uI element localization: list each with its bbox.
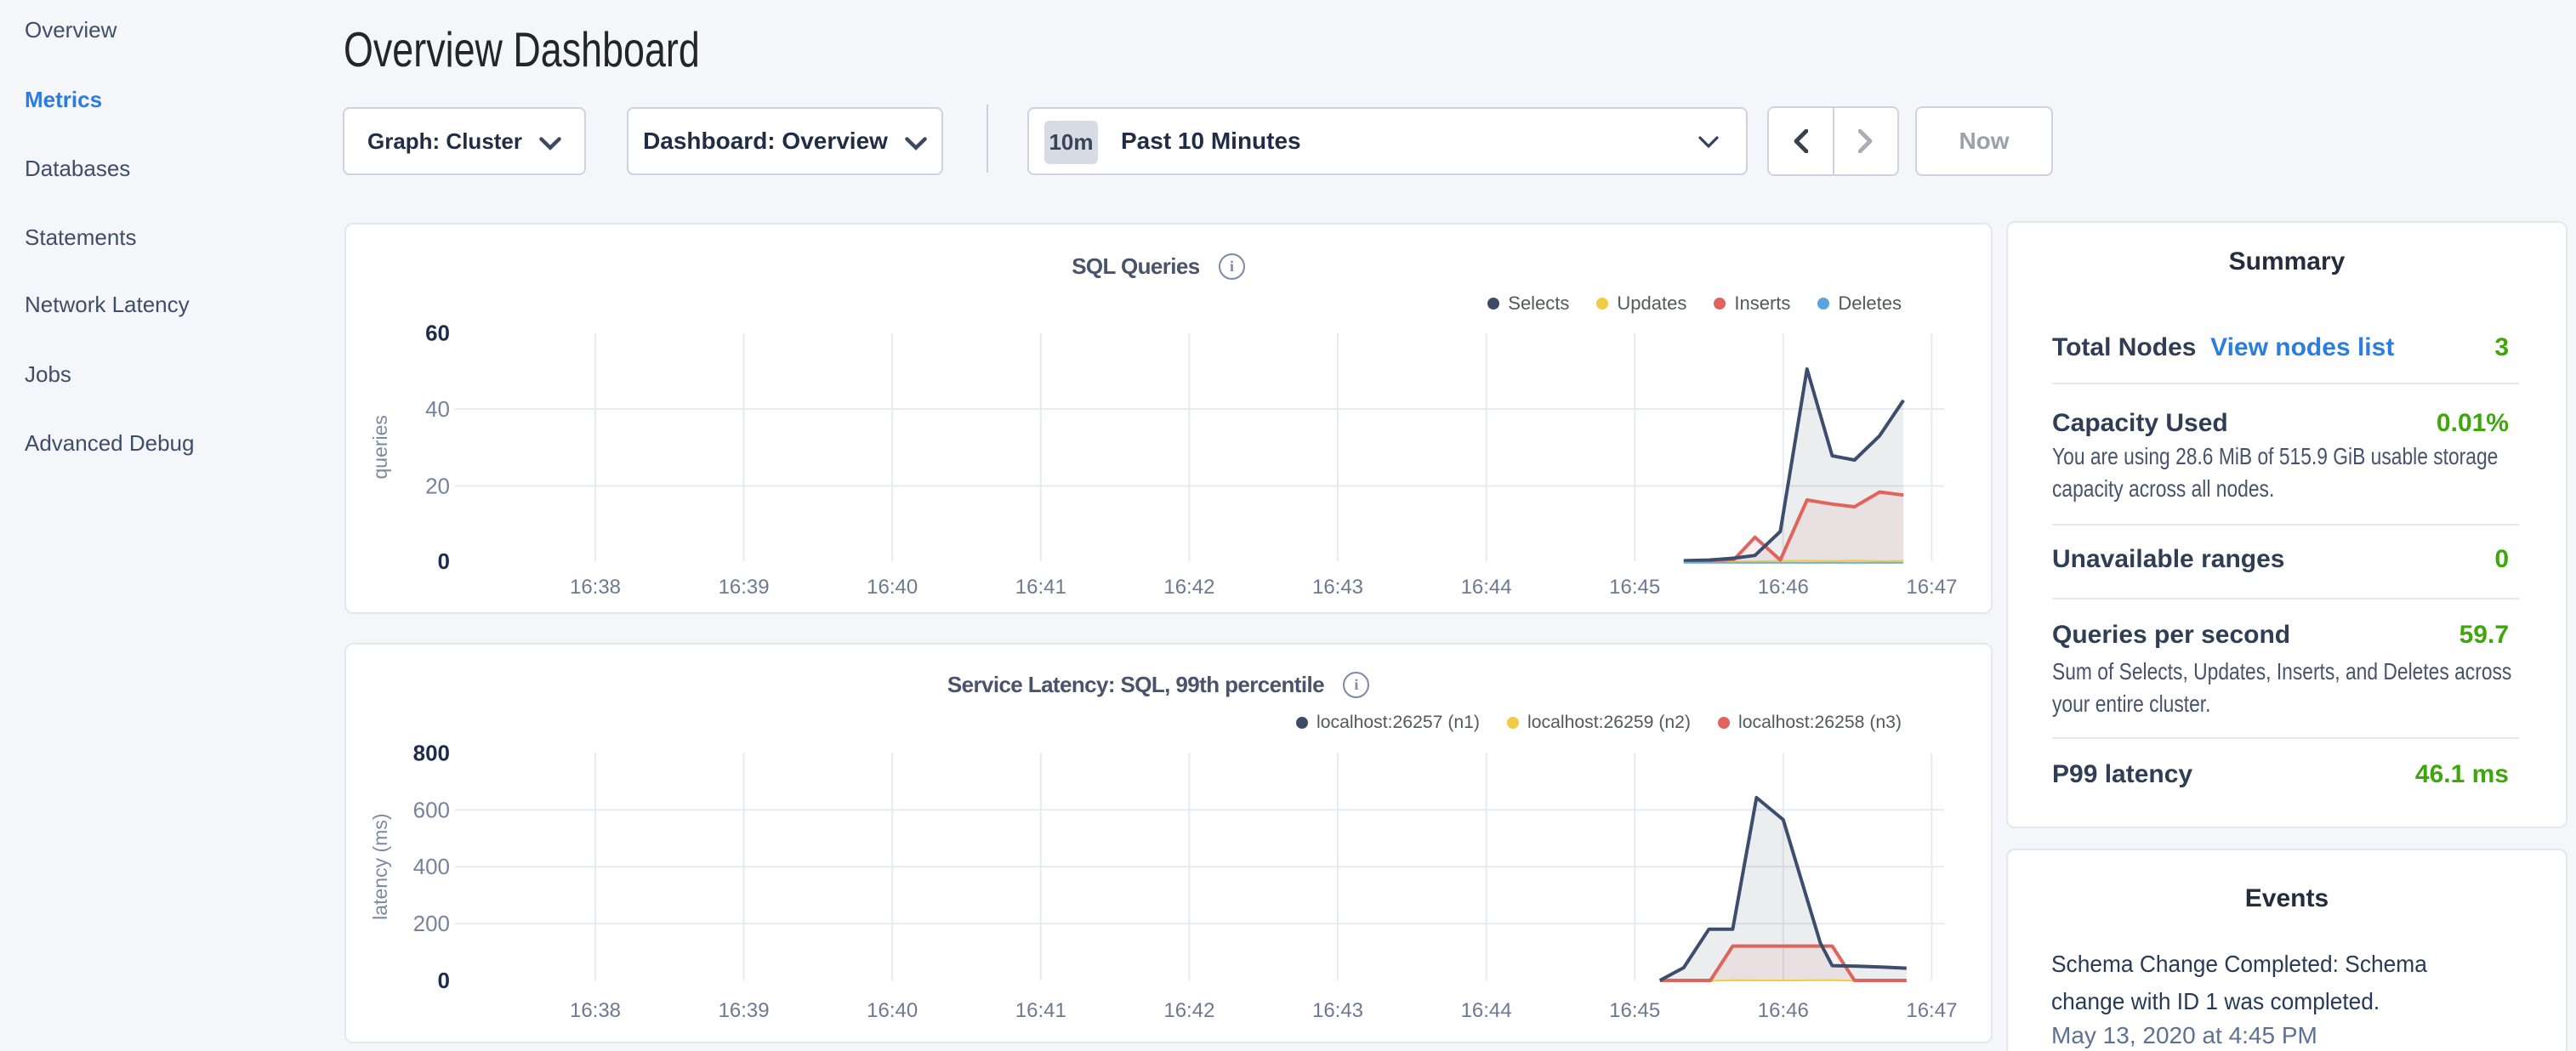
svg-text:20: 20 [425, 474, 450, 499]
svg-text:16:43: 16:43 [1312, 999, 1363, 1022]
svg-text:16:46: 16:46 [1758, 576, 1809, 599]
svg-text:40: 40 [425, 396, 450, 422]
svg-text:16:43: 16:43 [1312, 576, 1363, 599]
svg-text:16:42: 16:42 [1163, 999, 1214, 1022]
svg-text:16:40: 16:40 [867, 576, 918, 599]
svg-text:queries: queries [369, 415, 391, 479]
svg-text:16:39: 16:39 [719, 576, 770, 599]
svg-text:60: 60 [425, 321, 450, 346]
svg-text:16:44: 16:44 [1461, 999, 1512, 1022]
svg-text:16:41: 16:41 [1015, 999, 1066, 1022]
svg-text:600: 600 [413, 797, 450, 822]
svg-text:16:39: 16:39 [719, 999, 770, 1022]
svg-text:800: 800 [413, 740, 450, 765]
svg-text:16:44: 16:44 [1461, 576, 1512, 599]
svg-text:16:46: 16:46 [1758, 999, 1809, 1022]
svg-text:16:47: 16:47 [1906, 999, 1957, 1022]
svg-text:16:38: 16:38 [570, 999, 621, 1022]
svg-text:200: 200 [413, 911, 450, 936]
svg-text:latency (ms): latency (ms) [369, 814, 391, 920]
svg-text:0: 0 [438, 548, 450, 574]
svg-text:16:40: 16:40 [867, 999, 918, 1022]
svg-text:16:42: 16:42 [1163, 576, 1214, 599]
svg-text:16:45: 16:45 [1609, 999, 1660, 1022]
svg-text:16:38: 16:38 [570, 576, 621, 599]
svg-text:400: 400 [413, 854, 450, 879]
svg-text:0: 0 [438, 968, 450, 993]
svg-text:16:47: 16:47 [1906, 576, 1957, 599]
svg-text:16:45: 16:45 [1609, 576, 1660, 599]
svg-text:16:41: 16:41 [1015, 576, 1066, 599]
